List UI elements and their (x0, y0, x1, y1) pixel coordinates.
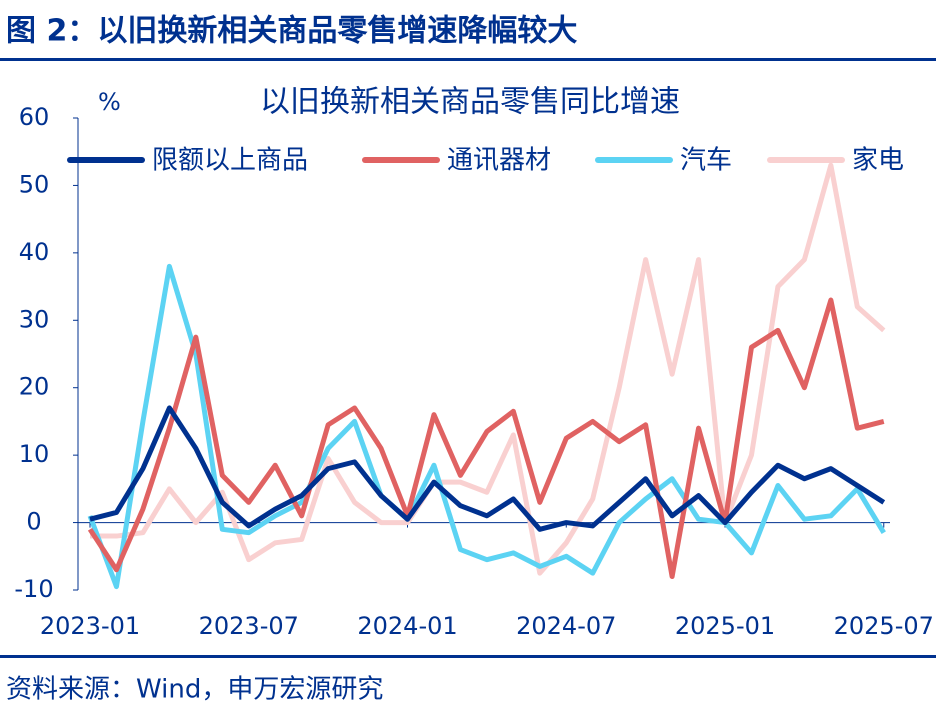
chart-title: 以旧换新相关商品零售同比增速 (260, 85, 680, 120)
legend-label: 通讯器材 (447, 146, 551, 176)
y-axis-label: % (98, 88, 121, 116)
x-tick-label: 2025-01 (675, 612, 775, 640)
source: 资料来源：Wind，申万宏源研究 (6, 675, 383, 705)
title-rule (0, 58, 936, 61)
x-tick-label: 2024-07 (516, 612, 616, 640)
legend-label: 限额以上商品 (152, 146, 308, 176)
series-line (87, 263, 886, 590)
x-tick-label: 2023-01 (40, 612, 140, 640)
y-tick-label: 0 (26, 508, 41, 536)
y-tick-label: 10 (19, 440, 50, 468)
series-line (87, 297, 885, 580)
footer-rule (0, 655, 936, 658)
series-line (89, 405, 886, 532)
page-title: 图 2：以旧换新相关商品零售增速降幅较大 (6, 14, 577, 49)
y-tick-label: -10 (14, 575, 53, 603)
legend-label: 汽车 (680, 146, 732, 176)
x-tick-label: 2024-01 (357, 612, 457, 640)
y-tick-label: 60 (19, 103, 50, 131)
x-tick-label: 2025-07 (834, 612, 934, 640)
legend-label: 家电 (852, 146, 904, 176)
y-tick-label: 30 (19, 305, 50, 333)
y-tick-label: 40 (19, 238, 50, 266)
x-tick-label: 2023-07 (199, 612, 299, 640)
y-tick-label: 50 (19, 170, 50, 198)
series-line (90, 162, 886, 576)
y-tick-label: 20 (19, 373, 50, 401)
